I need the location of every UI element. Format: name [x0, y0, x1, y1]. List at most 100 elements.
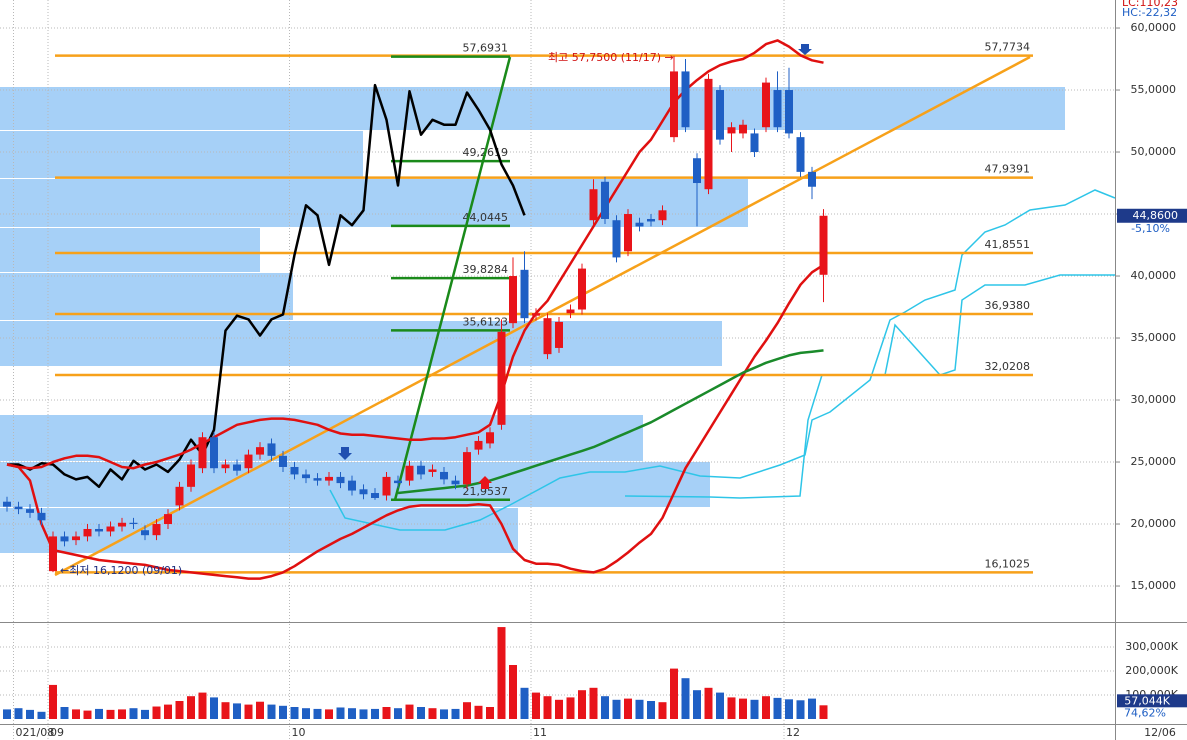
x-tick-label: 09 [50, 726, 64, 739]
volume-ratio-label: 74,62% [1124, 706, 1166, 719]
profile-bar [0, 228, 260, 272]
x-tick-label: 021/08 [16, 726, 55, 739]
y-tick-label: 30,0000 [1131, 393, 1177, 406]
volume-bar [612, 699, 621, 719]
candle-body [394, 480, 402, 484]
y-tick-label: 50,0000 [1131, 145, 1177, 158]
candle-body [773, 90, 782, 128]
up-arrow [478, 476, 492, 489]
volume-bar [267, 704, 276, 719]
candle-body [589, 189, 598, 221]
volume-bar [60, 707, 69, 719]
grid [0, 0, 1116, 740]
candle-body [681, 71, 690, 128]
volume-bar [233, 703, 241, 719]
volume-bar [49, 684, 57, 719]
volume-tick-label: 300,000K [1125, 640, 1178, 653]
y-tick-label: 40,0000 [1131, 269, 1177, 282]
indicator-line [7, 83, 526, 489]
volume-bar [325, 709, 333, 719]
volume-bar [95, 708, 103, 719]
candle-body [785, 90, 793, 134]
candle-body [474, 440, 483, 450]
candle-body [14, 506, 23, 510]
indicator-line [6, 263, 825, 580]
volume-bar [532, 692, 540, 719]
volume-bar [129, 708, 138, 719]
candle-body [704, 78, 713, 190]
volume-bar [440, 709, 448, 719]
volume-bar [785, 699, 793, 719]
volume-bar [635, 699, 644, 719]
top-label: HC:-22,32 [1122, 6, 1177, 19]
annotation-low: ←최저 16,1200 (09/01) [60, 564, 182, 577]
profile-bar [0, 87, 1065, 130]
candle-body [532, 313, 540, 316]
volume-bar [290, 707, 299, 719]
volume-bar [141, 709, 149, 719]
volume-bar [14, 708, 23, 719]
volume-bar [681, 678, 690, 719]
candle-body [371, 493, 379, 498]
volume-bar [256, 701, 264, 719]
level-label: 57,7734 [985, 41, 1031, 54]
y-tick-label: 60,0000 [1131, 21, 1177, 34]
volume-bar [221, 702, 230, 719]
y-tick-label: 55,0000 [1131, 83, 1177, 96]
markers [338, 44, 812, 489]
volume-bar [474, 705, 483, 719]
candle-body [382, 476, 391, 496]
candle-body [129, 522, 138, 525]
volume-bar [164, 704, 172, 719]
candle-body [37, 512, 46, 521]
level-label: 32,0208 [985, 360, 1031, 373]
volume-bar [405, 704, 414, 719]
volume-profile [0, 87, 1065, 553]
candle-body [405, 465, 414, 481]
levels: 57,7734 47,9391 41,8551 36,9380 32,0208 16,10… [55, 41, 1033, 574]
y-tick-label: 15,0000 [1131, 579, 1177, 592]
volume-bar [37, 711, 46, 719]
last-price-box [1117, 208, 1187, 223]
volume-bar [601, 696, 609, 719]
volume-bar [762, 696, 770, 719]
volume-last-label: 57,044K [1124, 694, 1170, 707]
level-label: 16,1025 [985, 557, 1031, 570]
candle-body [221, 464, 230, 469]
level-label: 36,9380 [985, 299, 1031, 312]
x-tick-label: 10 [292, 726, 306, 739]
volume-bar [210, 697, 218, 719]
volume-bar [83, 710, 92, 719]
volume-bar [670, 668, 678, 719]
volume-bar [808, 698, 816, 719]
candle-body [739, 124, 747, 134]
candle-body [796, 137, 805, 172]
volume-bar [543, 696, 552, 719]
volume-bar [624, 698, 632, 719]
profile-bar [0, 179, 748, 227]
candle-body [233, 464, 241, 471]
candle-body [451, 480, 460, 485]
volume-bar [348, 708, 356, 719]
candle-body [256, 447, 264, 455]
volume-bar [647, 701, 655, 719]
volume-bar [198, 692, 207, 719]
volume-bar [739, 698, 747, 719]
top-label: LC:110,23 [1122, 0, 1178, 9]
candle-body [762, 82, 770, 128]
volume-bar [704, 687, 713, 719]
fib-label: 21,9537 [463, 485, 509, 498]
level-label: 47,9391 [985, 163, 1031, 176]
volume-bar [72, 709, 80, 719]
y-tick-label: 20,0000 [1131, 517, 1177, 530]
volume-bar [106, 709, 115, 719]
volume-tick-label: 200,000K [1125, 664, 1178, 677]
volume-bar [371, 708, 379, 719]
volume-bar [394, 708, 402, 719]
candle-body [612, 220, 621, 258]
indicator-line [397, 349, 824, 495]
candle-body [635, 222, 644, 227]
volume-bar [796, 700, 805, 719]
axis-panel [1116, 0, 1187, 740]
